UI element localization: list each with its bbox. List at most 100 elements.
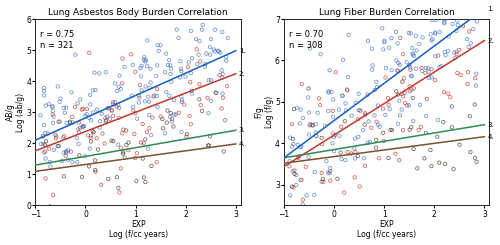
Point <box>330 149 338 153</box>
Point <box>420 156 428 160</box>
Text: r = 0.70
n = 308: r = 0.70 n = 308 <box>289 30 324 50</box>
Point <box>452 29 460 33</box>
Point <box>140 141 147 145</box>
Point <box>86 102 94 106</box>
Point <box>73 160 81 164</box>
Text: 3.: 3. <box>239 127 246 133</box>
Point <box>49 109 57 113</box>
Point <box>183 132 191 136</box>
Point <box>52 136 60 140</box>
Point <box>136 66 144 70</box>
Point <box>166 72 174 76</box>
Point <box>471 156 479 160</box>
Point <box>214 49 222 53</box>
Point <box>40 89 48 93</box>
Point <box>204 144 212 147</box>
Point <box>431 78 439 82</box>
Point <box>87 118 95 122</box>
Point <box>154 49 162 53</box>
Point <box>83 107 91 111</box>
Point <box>442 53 450 57</box>
Point <box>81 154 89 158</box>
Point <box>147 133 155 137</box>
Point <box>142 85 150 88</box>
Point <box>178 69 186 73</box>
Point <box>138 64 145 68</box>
Point <box>168 80 175 84</box>
Point <box>362 113 370 117</box>
Point <box>102 119 110 123</box>
Point <box>352 150 360 154</box>
Point <box>102 70 110 74</box>
Point <box>408 88 416 92</box>
Point <box>408 13 416 17</box>
Point <box>46 165 54 169</box>
Point <box>455 48 463 52</box>
Point <box>96 125 104 129</box>
Point <box>49 205 57 209</box>
Point <box>364 93 372 97</box>
Point <box>405 103 413 107</box>
Point <box>384 156 392 160</box>
Point <box>367 126 375 130</box>
Point <box>325 90 333 94</box>
Point <box>154 43 162 47</box>
Point <box>448 104 456 108</box>
Point <box>470 102 478 106</box>
Point <box>302 165 310 169</box>
Point <box>368 47 376 51</box>
Point <box>448 22 456 26</box>
Point <box>407 32 415 36</box>
Point <box>310 170 318 174</box>
Point <box>416 103 424 107</box>
Point <box>127 52 135 56</box>
Point <box>408 46 416 50</box>
Point <box>380 139 388 143</box>
Point <box>434 54 442 58</box>
Point <box>425 76 433 80</box>
Point <box>441 50 449 54</box>
Point <box>286 136 294 140</box>
Point <box>180 102 188 106</box>
Point <box>294 156 302 160</box>
Point <box>129 63 137 67</box>
Point <box>116 191 124 195</box>
Point <box>60 174 68 178</box>
Point <box>446 95 454 99</box>
Point <box>382 75 390 79</box>
Point <box>331 133 339 137</box>
Point <box>438 64 446 68</box>
Point <box>434 118 442 122</box>
Point <box>60 151 68 155</box>
Point <box>344 150 351 154</box>
Point <box>428 67 436 71</box>
Point <box>54 144 62 148</box>
Point <box>376 125 384 129</box>
Point <box>465 29 473 33</box>
Point <box>198 28 206 32</box>
Point <box>75 130 83 134</box>
Point <box>131 156 139 160</box>
Point <box>435 161 443 165</box>
Point <box>143 130 151 134</box>
Point <box>466 150 474 154</box>
Point <box>173 28 181 32</box>
Point <box>140 55 148 59</box>
Point <box>49 104 57 108</box>
Point <box>406 65 414 69</box>
Text: r = 0.75
n = 321: r = 0.75 n = 321 <box>40 30 74 50</box>
Point <box>177 67 185 71</box>
Point <box>148 164 156 168</box>
Point <box>114 103 122 107</box>
Point <box>174 36 182 40</box>
Point <box>392 89 400 93</box>
Point <box>145 100 153 104</box>
Point <box>146 81 154 85</box>
Point <box>294 143 302 147</box>
Point <box>113 175 121 179</box>
Point <box>467 9 475 13</box>
Point <box>454 23 462 27</box>
Point <box>326 179 334 183</box>
Point <box>436 30 444 34</box>
Point <box>371 88 379 92</box>
